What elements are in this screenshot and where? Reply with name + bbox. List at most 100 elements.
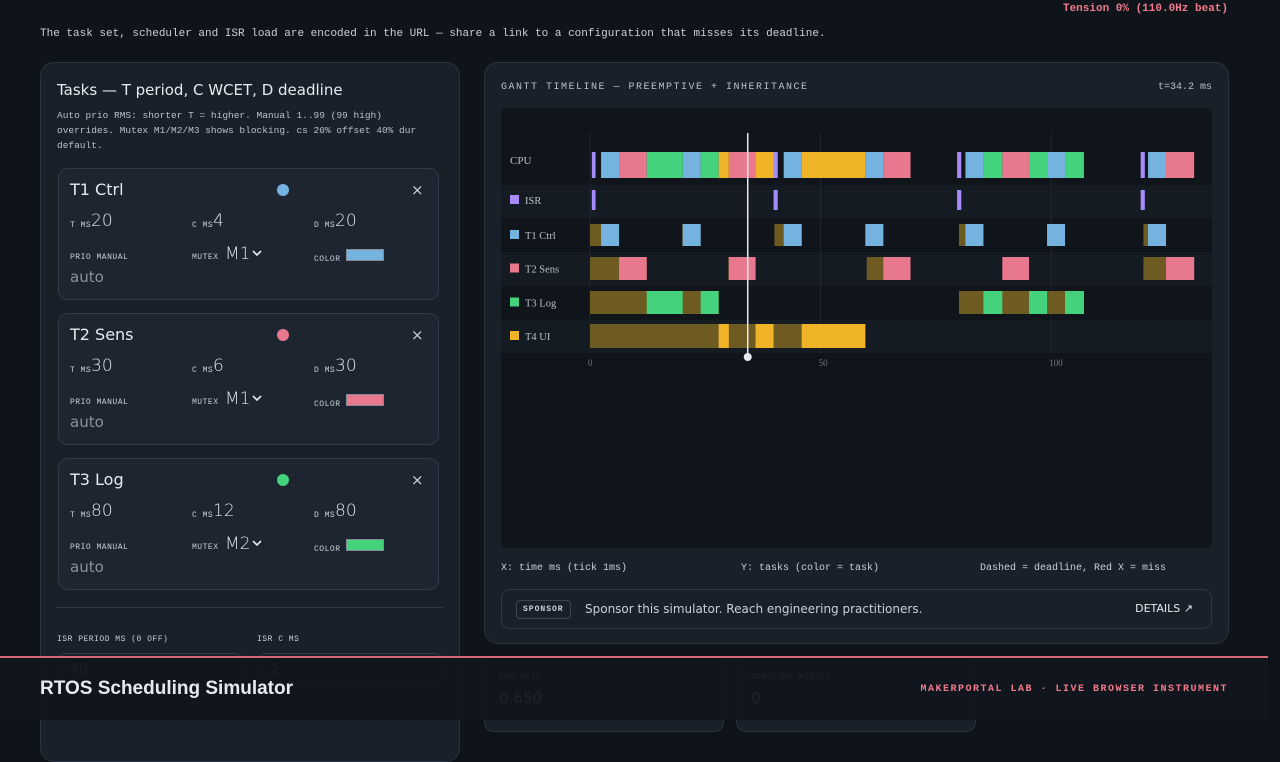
cpu-segment bbox=[865, 152, 884, 178]
t-label: T MS bbox=[70, 366, 92, 375]
cpu-segment bbox=[591, 152, 596, 178]
run-segment bbox=[619, 257, 647, 280]
tension: Tension 0% (110.0Hz beat) bbox=[1062, 3, 1228, 15]
color-swatch[interactable] bbox=[346, 394, 384, 406]
row-label: T3 Log bbox=[525, 299, 557, 310]
remove-button[interactable]: × bbox=[411, 471, 424, 489]
d-label: D MS bbox=[314, 221, 336, 230]
row-key bbox=[510, 331, 519, 340]
row-key bbox=[510, 195, 519, 204]
isr-c-label: ISR C MS bbox=[257, 635, 300, 644]
task-dot bbox=[277, 474, 289, 486]
run-segment bbox=[601, 224, 620, 246]
panel-title: Tasks — T period, C WCET, D deadline bbox=[57, 81, 343, 99]
intro: The task set, scheduler and ISR load are… bbox=[40, 28, 826, 40]
run-segment bbox=[965, 224, 984, 246]
footer-brand: MAKERPORTAL LAB · LIVE BROWSER INSTRUMEN… bbox=[920, 684, 1228, 695]
cpu-segment bbox=[755, 152, 774, 178]
mutex-label: MUTEX bbox=[192, 253, 219, 262]
color-label: COLOR bbox=[314, 255, 341, 264]
x-tick-label: 0 bbox=[588, 358, 593, 368]
cpu-segment bbox=[728, 152, 756, 178]
color-label: COLOR bbox=[314, 545, 341, 554]
run-segment bbox=[1140, 190, 1145, 210]
run-segment bbox=[957, 190, 962, 210]
cpu-segment bbox=[957, 152, 962, 178]
run-segment bbox=[783, 224, 802, 246]
cpu-segment bbox=[783, 152, 802, 178]
d-value: 80 bbox=[335, 501, 357, 521]
row-key bbox=[510, 263, 519, 273]
color-swatch[interactable] bbox=[346, 249, 384, 261]
t-label: T MS bbox=[70, 221, 92, 230]
t-value: 30 bbox=[91, 356, 113, 376]
legend-y: Y: tasks (color = task) bbox=[741, 563, 880, 574]
sponsor-badge: SPONSOR bbox=[516, 600, 571, 619]
run-segment bbox=[591, 190, 596, 210]
prio-label: PRIO MANUAL bbox=[70, 543, 129, 552]
chevron-path bbox=[252, 395, 262, 402]
prio-value[interactable]: auto bbox=[70, 413, 104, 431]
run-segment bbox=[865, 224, 884, 246]
page: {"header":{"tension":"Tension 0% (110.0H… bbox=[0, 3, 1268, 762]
row-label: T2 Sens bbox=[525, 265, 559, 276]
gantt-title: GANTT TIMELINE — PREEMPTIVE + INHERITANC… bbox=[501, 82, 809, 93]
t-value: 80 bbox=[91, 501, 113, 521]
d-label: D MS bbox=[314, 511, 336, 520]
chevron-path bbox=[252, 250, 262, 257]
row-key bbox=[510, 230, 519, 239]
footer-title: RTOS Scheduling Simulator bbox=[40, 678, 294, 699]
panel-description: Auto prio RMS: shorter T = higher. Manua… bbox=[57, 110, 417, 151]
run-segment bbox=[1148, 224, 1167, 246]
c-value: 4 bbox=[213, 211, 224, 231]
run-segment bbox=[1065, 291, 1084, 314]
chevron bbox=[252, 540, 262, 547]
color-swatch[interactable] bbox=[346, 539, 384, 551]
c-label: C MS bbox=[192, 221, 214, 230]
run-segment bbox=[1029, 291, 1048, 314]
row-key bbox=[510, 297, 519, 307]
run-segment bbox=[728, 257, 756, 280]
task-name: T2 Sens bbox=[70, 325, 134, 344]
cpu-segment bbox=[773, 152, 778, 178]
x-tick-label: 50 bbox=[819, 358, 829, 368]
sponsor-link[interactable]: DETAILS ↗ bbox=[1135, 602, 1193, 615]
x-tick-label: 100 bbox=[1049, 358, 1063, 368]
chevron bbox=[252, 395, 262, 402]
run-segment bbox=[1166, 257, 1195, 280]
c-value: 6 bbox=[213, 356, 224, 376]
run-segment bbox=[1002, 257, 1030, 280]
cpu-segment bbox=[1047, 152, 1066, 178]
row-label: T1 Ctrl bbox=[525, 231, 556, 242]
cpu-segment bbox=[1002, 152, 1030, 178]
cpu-segment bbox=[983, 152, 1003, 178]
run-segment bbox=[682, 224, 701, 246]
task-dot bbox=[277, 329, 289, 341]
row-label: ISR bbox=[525, 196, 541, 207]
chevron bbox=[252, 250, 262, 257]
c-value: 12 bbox=[213, 501, 235, 521]
run-segment bbox=[883, 257, 911, 280]
t-value: 20 bbox=[91, 211, 113, 231]
c-label: C MS bbox=[192, 366, 214, 375]
prio-label: PRIO MANUAL bbox=[70, 398, 129, 407]
cpu-segment bbox=[718, 152, 729, 178]
sponsor-text: Sponsor this simulator. Reach engineerin… bbox=[585, 602, 923, 616]
mutex-value[interactable]: M2 bbox=[225, 534, 251, 554]
remove-button[interactable]: × bbox=[411, 181, 424, 199]
color-label: COLOR bbox=[314, 400, 341, 409]
prio-value[interactable]: auto bbox=[70, 558, 104, 576]
gantt-chart: 0 50 100 CPU ISR T1 Ctrl T2 Sens T3 Log T4 UI bbox=[501, 108, 1212, 548]
cpu-segment bbox=[700, 152, 719, 178]
cpu-segment bbox=[801, 152, 866, 178]
task-name: T3 Log bbox=[70, 470, 124, 489]
mutex-value[interactable]: M1 bbox=[225, 244, 251, 264]
cpu-segment bbox=[883, 152, 911, 178]
mutex-value[interactable]: M1 bbox=[225, 389, 251, 409]
prio-value[interactable]: auto bbox=[70, 268, 104, 286]
task-name: T1 Ctrl bbox=[70, 180, 124, 199]
cpu-segment bbox=[1166, 152, 1195, 178]
run-segment bbox=[646, 291, 683, 314]
remove-button[interactable]: × bbox=[411, 326, 424, 344]
t-label: T MS bbox=[70, 511, 92, 520]
